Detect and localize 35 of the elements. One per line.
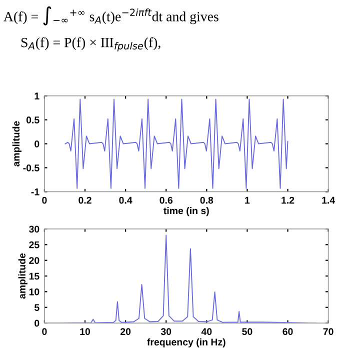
x-tick-label: 60: [282, 328, 293, 336]
y-tick-label: 0: [34, 140, 40, 148]
x-tick-label: 20: [120, 328, 131, 336]
x-tick-label: 0: [42, 328, 47, 336]
text: S$_{A}$(f) = P(f) × III$_{fpulse}$(f),: [21, 37, 160, 52]
x-tick-label: 0.6: [160, 196, 173, 204]
x-axis-title: frequency (in Hz): [147, 338, 226, 348]
y-axis-title: amplitude: [18, 253, 28, 299]
y-tick-label: 20: [29, 257, 40, 264]
x-tick-label: 40: [201, 328, 212, 336]
y-tick-label: 0.5: [26, 116, 40, 124]
y-tick-label: 25: [29, 241, 40, 248]
x-tick-label: 0.8: [200, 196, 214, 204]
y-tick-label: 15: [29, 272, 40, 280]
x-axis-title: time (in s): [164, 207, 209, 216]
x-tick-label: 0.4: [119, 196, 132, 204]
text: A(f) = ∫$_{−∞}$$^{+∞}$ s$_{A}$(t)e$^{−2iπft}$dt and gives: [4, 6, 218, 26]
y-tick-label: 10: [29, 288, 40, 296]
x-tick-label: 30: [160, 328, 172, 336]
y-tick-label: 5: [34, 304, 40, 311]
x-tick-label: 0.2: [78, 196, 92, 204]
y-tick-label: 1: [34, 92, 40, 100]
y-tick-label: -1: [31, 188, 40, 196]
x-tick-label: 1: [245, 196, 250, 204]
line-series: [64, 98, 288, 189]
x-tick-label: 0: [42, 196, 47, 204]
x-tick-label: 10: [80, 328, 90, 336]
y-tick-label: 30: [29, 226, 40, 233]
y-tick-label: -0.5: [23, 164, 40, 172]
y-axis-title: amplitude: [12, 121, 22, 166]
x-tick-label: 70: [323, 328, 334, 336]
x-tick-label: 50: [242, 328, 252, 336]
x-tick-label: 1.4: [322, 196, 336, 204]
x-tick-label: 1.2: [282, 196, 294, 204]
y-tick-label: 0: [34, 320, 40, 327]
